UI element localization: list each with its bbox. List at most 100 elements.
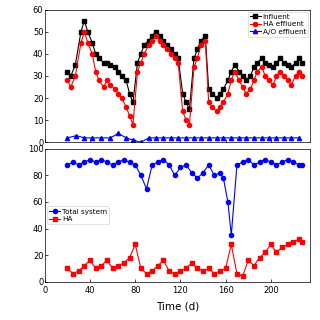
A/O effluent (221, 136, 225, 140)
Total system (111, 163, 115, 167)
A/O effluent (252, 136, 256, 140)
Total system (297, 163, 301, 167)
A/O effluent (237, 136, 241, 140)
A/O effluent (108, 136, 112, 140)
HA effluent (300, 74, 304, 78)
HA effluent (131, 123, 135, 126)
Influent (192, 56, 196, 60)
Total system (218, 171, 222, 175)
Influent (142, 43, 146, 47)
HA effluent (184, 118, 188, 122)
Line: Influent: Influent (65, 19, 305, 111)
Total system (83, 160, 86, 164)
X-axis label: Time (d): Time (d) (156, 301, 199, 311)
Total system (122, 158, 126, 162)
HA (297, 237, 301, 241)
HA (94, 267, 98, 270)
A/O effluent (83, 136, 86, 140)
A/O effluent (100, 136, 103, 140)
HA (258, 256, 261, 260)
Total system (300, 163, 304, 167)
HA (292, 240, 295, 244)
HA (246, 259, 250, 262)
A/O effluent (131, 138, 135, 142)
HA (201, 269, 205, 273)
A/O effluent (229, 136, 233, 140)
HA effluent (147, 43, 151, 47)
HA (241, 274, 244, 278)
Total system (94, 160, 98, 164)
A/O effluent (75, 134, 78, 138)
Total system (269, 160, 273, 164)
Total system (212, 173, 216, 177)
Total system (221, 176, 225, 180)
HA (252, 264, 256, 268)
A/O effluent (260, 136, 264, 140)
HA (66, 267, 69, 270)
Total system (207, 163, 211, 167)
Total system (196, 176, 199, 180)
HA (269, 243, 273, 246)
Total system (229, 233, 233, 237)
A/O effluent (124, 136, 128, 140)
A/O effluent (154, 136, 157, 140)
HA (207, 267, 211, 270)
HA (190, 261, 194, 265)
Total system (201, 171, 205, 175)
Line: HA effluent: HA effluent (65, 30, 305, 127)
Total system (280, 160, 284, 164)
Total system (275, 163, 278, 167)
Total system (173, 173, 177, 177)
HA (280, 245, 284, 249)
A/O effluent (66, 136, 69, 140)
Total system (286, 158, 290, 162)
Influent (188, 107, 191, 111)
HA (156, 264, 160, 268)
Influent (237, 69, 241, 73)
Total system (71, 160, 75, 164)
A/O effluent (139, 140, 143, 144)
A/O effluent (207, 136, 211, 140)
HA (133, 243, 137, 246)
HA (263, 251, 267, 254)
HA effluent (192, 65, 196, 69)
HA (88, 259, 92, 262)
Influent (300, 61, 304, 65)
A/O effluent (244, 136, 248, 140)
Total system (77, 163, 81, 167)
Total system (179, 165, 182, 169)
Total system (66, 163, 69, 167)
A/O effluent (275, 136, 278, 140)
A/O effluent (267, 136, 270, 140)
Total system (116, 160, 120, 164)
Influent (66, 69, 69, 73)
HA (83, 264, 86, 268)
A/O effluent (116, 132, 120, 135)
HA (162, 259, 165, 262)
Total system (100, 158, 103, 162)
Total system (252, 163, 256, 167)
HA (111, 267, 115, 270)
Legend: Total system, HA: Total system, HA (47, 206, 109, 224)
HA effluent (139, 61, 143, 65)
HA (286, 243, 290, 246)
HA (173, 272, 177, 276)
HA (128, 256, 132, 260)
Total system (139, 173, 143, 177)
HA (229, 243, 233, 246)
HA (122, 261, 126, 265)
Legend: Influent, HA effluent, A/O effluent: Influent, HA effluent, A/O effluent (248, 12, 308, 37)
A/O effluent (170, 136, 173, 140)
Total system (145, 187, 148, 191)
Total system (167, 163, 171, 167)
HA (71, 272, 75, 276)
Total system (128, 160, 132, 164)
HA effluent (237, 78, 241, 82)
Line: A/O effluent: A/O effluent (65, 131, 301, 144)
HA (139, 267, 143, 270)
HA (300, 240, 304, 244)
HA (235, 272, 239, 276)
HA (196, 267, 199, 270)
Total system (133, 163, 137, 167)
Total system (235, 163, 239, 167)
